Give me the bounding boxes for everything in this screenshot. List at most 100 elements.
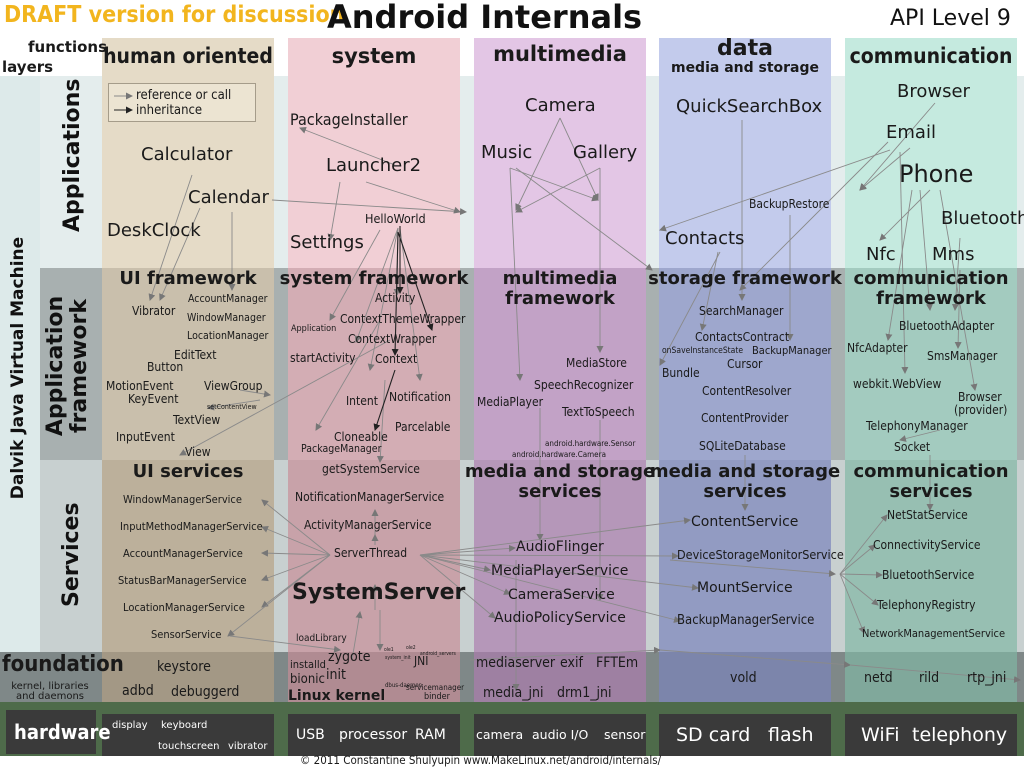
svc-windowmanagerservice: WindowManagerService <box>123 493 242 506</box>
foundation-installd: installd <box>290 658 326 671</box>
hw-display: display <box>112 720 148 731</box>
layer-label-framework: Application framework <box>43 295 92 437</box>
fw-viewgroup: ViewGroup <box>204 379 263 393</box>
fw-packagemanager: PackageManager <box>301 443 382 455</box>
legend-inheritance: inheritance <box>136 103 203 118</box>
fw-context: Context <box>375 352 418 366</box>
hw-wifi: WiFi <box>861 724 900 746</box>
column-header-multimedia: multimedia <box>493 42 627 66</box>
app-gallery: Gallery <box>573 142 638 163</box>
svc-serverthread: ServerThread <box>334 546 408 560</box>
col-system-found <box>288 652 460 702</box>
vm-label: Dalvik Java Virtual Machine <box>8 236 28 500</box>
column-header-communication: communication <box>849 44 1013 68</box>
col-data-apps <box>659 38 831 268</box>
app-bluetooth: Bluetooth <box>941 208 1024 229</box>
column-subheader-data: media and storage <box>670 60 820 76</box>
svc-notificationmanagerservice: NotificationManagerService <box>295 490 445 504</box>
foundation-netd: netd <box>864 670 893 686</box>
svc-systemserver: SystemServer <box>292 580 466 605</box>
layer-label-services: Services <box>59 502 84 607</box>
fw-startactivity: startActivity <box>290 351 356 365</box>
framework-title-communication: communication framework <box>853 268 1009 309</box>
hw-flash: flash <box>768 724 814 746</box>
svc-tiny-3: system_init <box>385 655 411 661</box>
svc-connectivityservice: ConnectivityService <box>873 538 981 552</box>
fw-sqlitedatabase: SQLiteDatabase <box>699 439 786 453</box>
foundation-drm1-jni: drm1_jni <box>557 685 612 701</box>
col-multimedia-apps <box>474 38 646 268</box>
svc-inputmethodmanagerservice: InputMethodManagerService <box>120 520 263 533</box>
fw-searchmanager: SearchManager <box>699 304 784 318</box>
fw-button: Button <box>147 360 184 374</box>
services-title-data-1: media and storage <box>649 461 841 482</box>
fw-contentprovider: ContentProvider <box>701 411 789 425</box>
fw-keyevent: KeyEvent <box>128 392 179 406</box>
col-human-found <box>102 652 274 702</box>
foundation-fftem: FFTEm <box>596 655 639 671</box>
col-human-apps <box>102 38 274 268</box>
app-browser: Browser <box>897 81 970 102</box>
foundation-vold: vold <box>730 670 757 686</box>
col-multimedia-fw <box>474 268 646 460</box>
fw-contactscontract: ContactsContract <box>695 330 790 344</box>
col-comm-svc <box>845 460 1017 652</box>
hw-sdcard: SD card <box>676 724 751 746</box>
api-level: API Level 9 <box>890 6 1011 31</box>
fw-browser-provider-sub: (provider) <box>954 403 1008 417</box>
framework-title-multimedia: multimedia framework <box>502 268 618 309</box>
fw-application: Application <box>291 324 337 334</box>
fw-mediastore: MediaStore <box>566 356 627 370</box>
svc-bluetoothservice: BluetoothService <box>882 568 975 582</box>
services-title-ui: UI services <box>132 461 244 482</box>
hardware-label-box <box>6 710 96 754</box>
foundation-binder: binder <box>424 692 450 702</box>
col-human-fw <box>102 268 274 460</box>
hw-box-system <box>288 714 460 756</box>
svc-contentservice: ContentService <box>691 514 799 530</box>
svc-audioflinger: AudioFlinger <box>516 539 604 555</box>
app-launcher2: Launcher2 <box>326 155 422 176</box>
svc-loadlibrary: loadLibrary <box>296 633 347 644</box>
foundation-jni: JNI <box>414 654 429 668</box>
hw-sensor: sensor <box>604 727 646 742</box>
hw-box-human <box>102 714 274 756</box>
hw-camera: camera <box>476 727 524 742</box>
layers-label: layers <box>2 58 54 76</box>
col-data-found <box>659 652 831 702</box>
fw-webview: webkit.WebView <box>853 377 942 391</box>
svc-statusbarmanagerservice: StatusBarManagerService <box>118 574 247 587</box>
fw-texttospeech: TextToSpeech <box>562 405 635 419</box>
fw-view: View <box>185 445 211 459</box>
fw-textview: TextView <box>173 413 221 427</box>
hw-usb: USB <box>296 727 325 743</box>
col-human-svc <box>102 460 274 652</box>
services-title-multimedia-2: services <box>518 481 602 502</box>
fw-hw-sensor: android.hardware.Sensor <box>545 439 636 448</box>
svc-netstatservice: NetStatService <box>887 508 968 522</box>
framework-title-ui: UI framework <box>119 268 257 289</box>
foundation-rtp-jni: rtp_jni <box>967 670 1007 686</box>
hw-keyboard: keyboard <box>161 720 208 731</box>
svc-activitymanagerservice: ActivityManagerService <box>304 518 432 532</box>
fw-edittext: EditText <box>174 348 217 362</box>
fw-smsmanager: SmsManager <box>927 349 998 363</box>
fw-bluetoothadapter: BluetoothAdapter <box>899 319 995 333</box>
hw-vibrator: vibrator <box>228 741 268 752</box>
svc-locationmanagerservice: LocationManagerService <box>123 601 245 614</box>
services-title-comm-2: services <box>889 481 973 502</box>
fw-accountmanager: AccountManager <box>188 293 268 305</box>
hw-processor: processor <box>339 727 408 743</box>
svc-cameraservice: CameraService <box>508 587 615 603</box>
fw-intent: Intent <box>346 394 378 408</box>
foundation-exif: exif <box>560 655 583 671</box>
fw-cursor: Cursor <box>727 357 763 371</box>
svc-audiopolicyservice: AudioPolicyService <box>494 610 626 626</box>
app-calculator: Calculator <box>141 144 233 165</box>
foundation-keystore: keystore <box>157 659 211 675</box>
fw-contextwrapper: ContextWrapper <box>348 332 437 346</box>
fw-contextthemewrapper: ContextThemeWrapper <box>340 312 466 326</box>
fw-nfcadapter: NfcAdapter <box>847 341 908 355</box>
